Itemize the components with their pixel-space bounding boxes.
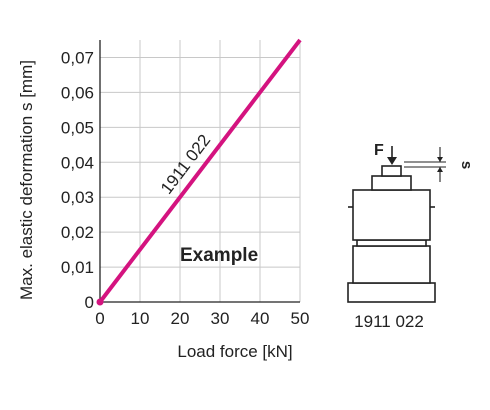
y-tick-label: 0,07 [61, 48, 94, 67]
device-diagram [347, 165, 436, 303]
y-axis-title: Max. elastic deformation s [mm] [17, 60, 36, 300]
device-upper-body [352, 189, 431, 241]
y-tick-label: 0,02 [61, 223, 94, 242]
device-pressure-pin [381, 165, 402, 177]
series-line [98, 38, 302, 304]
axes [99, 40, 300, 303]
example-annotation: Example [180, 245, 258, 266]
x-tick-label: 50 [291, 309, 310, 328]
y-tick-label: 0,05 [61, 118, 94, 137]
x-tick-label: 40 [251, 309, 270, 328]
chart: 0 0,01 0,02 0,03 0,04 0,05 0,06 0,07 0 10 20 30 40 50… [17, 38, 310, 361]
x-tick-label: 10 [131, 309, 150, 328]
y-tick-label: 0,06 [61, 83, 94, 102]
part-number-label: 1911 022 [354, 312, 424, 331]
device-base [347, 282, 436, 303]
deformation-dimension-icon [404, 147, 446, 182]
tick-labels: 0 0,01 0,02 0,03 0,04 0,05 0,06 0,07 0 10 20 30 40 50 [61, 48, 310, 328]
x-tick-label: 30 [211, 309, 230, 328]
x-tick-label: 20 [171, 309, 190, 328]
force-label: F [374, 142, 384, 159]
x-axis-title: Load force [kN] [177, 342, 292, 361]
x-tick-label: 0 [95, 309, 104, 328]
y-tick-label: 0,04 [61, 153, 94, 172]
deformation-label: s [458, 161, 475, 169]
y-tick-label: 0,03 [61, 188, 94, 207]
device-shoulder [371, 175, 412, 191]
y-tick-label: 0 [85, 293, 94, 312]
device-lower-body [352, 245, 431, 284]
series-start-point [96, 298, 104, 306]
force-arrow-icon [387, 146, 397, 165]
grid [100, 40, 301, 302]
device-collar [356, 239, 427, 247]
y-tick-label: 0,01 [61, 258, 94, 277]
